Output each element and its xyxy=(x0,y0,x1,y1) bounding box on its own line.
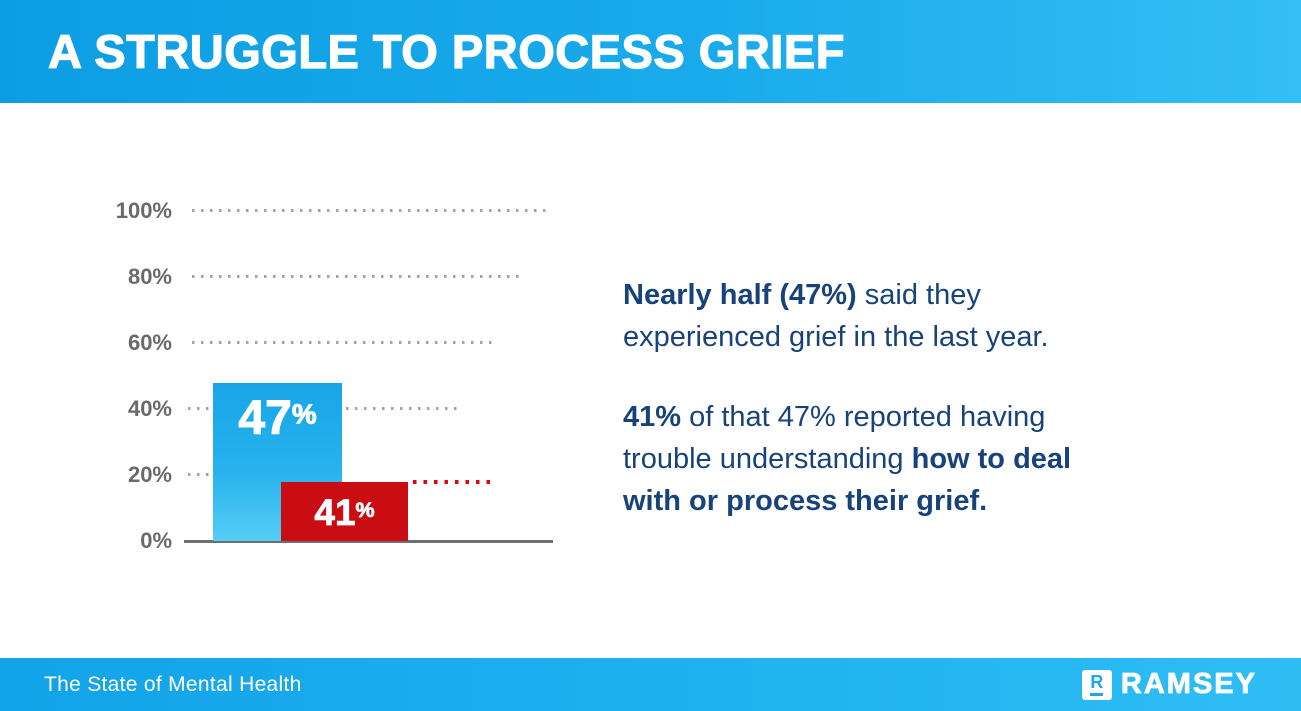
paragraph-41-percent: 41% of that 47% reported having trouble … xyxy=(623,396,1223,522)
x-axis-baseline xyxy=(184,540,553,543)
gridline-40-left xyxy=(188,407,212,410)
y-axis-label-80: 80% xyxy=(127,264,172,289)
gridline-40-right xyxy=(346,407,463,410)
ramsey-brand-lockup: R RAMSEY xyxy=(1081,668,1257,700)
y-axis-label-40: 40% xyxy=(127,396,172,421)
gridline-20-left xyxy=(188,473,214,476)
ramsey-wordmark: RAMSEY xyxy=(1120,668,1257,700)
paragraph-2-bold-how-to-deal: how to deal xyxy=(911,443,1072,475)
bar-41-label: 41% xyxy=(281,482,408,533)
ramsey-logo-letter: R xyxy=(1090,672,1104,692)
paragraph-1-bold-text: Nearly half (47%) xyxy=(623,279,857,311)
y-axis-label-60: 60% xyxy=(127,330,172,355)
bar-47-value: 47 xyxy=(238,392,292,445)
gridline-80 xyxy=(192,275,520,278)
paragraph-1-regular-text: said they xyxy=(856,279,981,311)
y-axis-label-100: 100% xyxy=(115,198,172,223)
annotation-text-block: Nearly half (47%) said they experienced … xyxy=(623,274,1223,522)
footer-banner: The State of Mental Health R RAMSEY xyxy=(0,658,1301,711)
paragraph-1-line-1: Nearly half (47%) said they xyxy=(623,274,1223,316)
bar-41-percent: 41% xyxy=(281,482,408,541)
bar-47-percent-sign: % xyxy=(291,398,317,430)
header-banner: A STRUGGLE TO PROCESS GRIEF xyxy=(0,0,1301,103)
y-axis-label-0: 0% xyxy=(140,528,172,553)
ramsey-logo-icon: R xyxy=(1081,669,1112,700)
paragraph-2-line-2: trouble understanding how to deal xyxy=(623,438,1223,480)
page-title: A STRUGGLE TO PROCESS GRIEF xyxy=(47,24,845,78)
paragraph-2-bold-process-grief: with or process their grief. xyxy=(623,485,988,517)
paragraph-nearly-half: Nearly half (47%) said they experienced … xyxy=(623,274,1223,358)
footer-series-title: The State of Mental Health xyxy=(44,672,302,696)
paragraph-2-regular-text-2: trouble understanding xyxy=(623,443,912,475)
gridline-100 xyxy=(192,209,552,212)
ramsey-logo-underline xyxy=(1090,693,1104,696)
paragraph-2-bold-41: 41% xyxy=(623,401,682,433)
gridline-60 xyxy=(192,341,493,344)
paragraph-1-line-2: experienced grief in the last year. xyxy=(623,316,1223,358)
paragraph-2-line-3: with or process their grief. xyxy=(623,480,1223,522)
red-dotted-leader-line xyxy=(413,480,492,484)
paragraph-1-line-2-text: experienced grief in the last year. xyxy=(623,321,1049,353)
paragraph-2-regular-text-1: of that 47% reported having xyxy=(681,401,1046,433)
bar-41-value: 41 xyxy=(314,492,356,533)
y-axis-label-20: 20% xyxy=(127,462,172,487)
paragraph-2-line-1: 41% of that 47% reported having xyxy=(623,396,1223,438)
bar-41-percent-sign: % xyxy=(355,497,375,522)
bar-47-label: 47% xyxy=(213,383,342,443)
